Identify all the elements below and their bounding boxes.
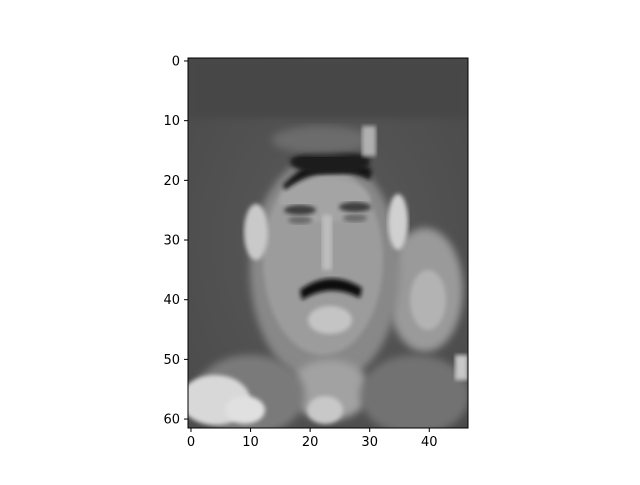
y-tick-label: 10 bbox=[163, 114, 180, 129]
y-tick-label: 30 bbox=[163, 234, 180, 249]
y-tick-label: 20 bbox=[163, 174, 180, 189]
heatmap-image bbox=[188, 58, 468, 428]
x-tick-label: 20 bbox=[302, 435, 319, 450]
y-axis: 0 10 20 30 40 50 60 bbox=[163, 54, 188, 428]
x-tick-label: 10 bbox=[242, 435, 259, 450]
y-tick-label: 60 bbox=[163, 413, 180, 428]
y-tick-label: 40 bbox=[163, 293, 180, 308]
x-tick-label: 40 bbox=[421, 435, 438, 450]
y-tick-label: 0 bbox=[172, 54, 180, 69]
x-axis: 0 10 20 30 40 bbox=[187, 428, 438, 450]
x-tick-label: 0 bbox=[187, 435, 195, 450]
y-tick-label: 50 bbox=[163, 353, 180, 368]
axes-frame bbox=[187, 57, 469, 429]
x-tick-label: 30 bbox=[361, 435, 378, 450]
